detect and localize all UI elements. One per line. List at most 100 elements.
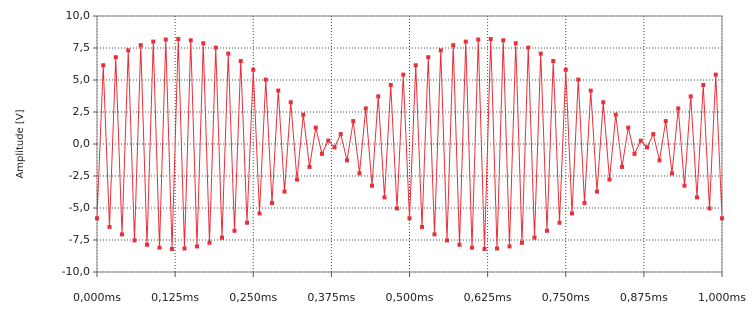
x-tick-label: 0,500ms: [386, 291, 434, 304]
data-point: [657, 158, 662, 163]
data-point: [713, 72, 718, 77]
data-point: [670, 171, 674, 176]
data-point: [126, 48, 131, 53]
data-point: [388, 82, 393, 87]
data-point: [407, 216, 412, 221]
data-point: [395, 206, 399, 211]
data-point: [288, 100, 293, 105]
x-tick-label: 1,000ms: [698, 291, 746, 304]
data-point: [176, 37, 181, 42]
y-tick-label: 10,0: [66, 9, 91, 22]
data-point: [382, 195, 387, 200]
data-point: [332, 145, 337, 150]
data-point: [445, 238, 449, 243]
data-point: [207, 240, 212, 245]
data-point: [195, 244, 199, 249]
data-point: [545, 228, 549, 233]
data-point: [688, 94, 693, 99]
data-point: [145, 242, 149, 247]
data-point: [663, 119, 668, 124]
y-tick-label: 7,5: [73, 41, 91, 54]
data-point: [245, 220, 249, 225]
data-point: [138, 43, 143, 48]
data-point: [201, 41, 206, 46]
data-point: [538, 51, 543, 56]
data-point: [107, 224, 112, 229]
data-point: [282, 189, 287, 194]
data-point: [570, 211, 574, 216]
data-point: [576, 77, 581, 82]
data-point: [676, 106, 681, 111]
data-point: [651, 132, 656, 137]
data-point: [226, 51, 231, 56]
data-point: [188, 38, 193, 43]
data-point: [257, 211, 262, 216]
data-point: [170, 246, 174, 251]
data-point: [376, 94, 381, 99]
x-tick-label: 0,875ms: [620, 291, 668, 304]
data-point: [363, 106, 368, 111]
data-point: [582, 201, 587, 206]
data-point: [420, 224, 424, 229]
data-point: [338, 132, 343, 137]
data-point: [513, 41, 518, 46]
data-point: [101, 63, 106, 68]
data-point: [113, 55, 118, 60]
x-tick-label: 0,125ms: [151, 291, 199, 304]
data-point: [720, 216, 724, 221]
data-point: [357, 171, 362, 176]
data-point: [276, 88, 281, 93]
data-point: [482, 246, 487, 251]
data-point: [488, 37, 493, 42]
data-point: [351, 119, 356, 124]
x-tick-label: 0,250ms: [229, 291, 277, 304]
data-point: [588, 88, 593, 93]
data-point: [313, 125, 318, 130]
data-point: [182, 246, 187, 251]
data-point: [601, 100, 606, 105]
data-point: [563, 67, 568, 72]
data-point: [532, 235, 537, 240]
data-point: [501, 38, 506, 43]
y-tick-label: 2,5: [73, 105, 91, 118]
data-point: [263, 77, 268, 82]
data-point: [301, 112, 306, 117]
data-point: [520, 240, 524, 245]
y-axis-label: Amplitude [V]: [15, 109, 26, 178]
data-point: [163, 37, 168, 42]
data-point: [495, 246, 499, 251]
data-point: [438, 48, 443, 53]
data-point: [120, 232, 124, 237]
data-point: [476, 37, 481, 42]
data-point: [307, 164, 312, 169]
data-point: [695, 195, 699, 200]
data-point: [707, 206, 712, 211]
data-point: [595, 189, 599, 194]
data-point: [645, 145, 649, 150]
data-point: [320, 151, 324, 156]
data-point: [232, 228, 237, 233]
y-tick-label: 5,0: [73, 73, 91, 86]
x-tick-label: 0,000ms: [73, 291, 121, 304]
data-point: [457, 242, 462, 247]
data-point: [551, 59, 556, 64]
data-point: [426, 55, 431, 60]
y-tick-label: -10,0: [62, 265, 90, 278]
data-point: [613, 112, 618, 117]
data-point: [626, 125, 631, 130]
data-point: [638, 138, 643, 143]
data-point: [295, 177, 299, 182]
data-point: [701, 82, 706, 87]
data-point: [132, 238, 137, 243]
data-point: [213, 45, 218, 50]
x-tick-label: 0,750ms: [542, 291, 590, 304]
data-point: [370, 183, 374, 188]
data-point: [157, 245, 162, 250]
data-point: [507, 244, 512, 249]
x-tick-label: 0,625ms: [464, 291, 512, 304]
data-point: [95, 216, 99, 221]
data-point: [413, 63, 418, 68]
y-tick-label: 0,0: [73, 137, 91, 150]
data-point: [620, 164, 624, 169]
